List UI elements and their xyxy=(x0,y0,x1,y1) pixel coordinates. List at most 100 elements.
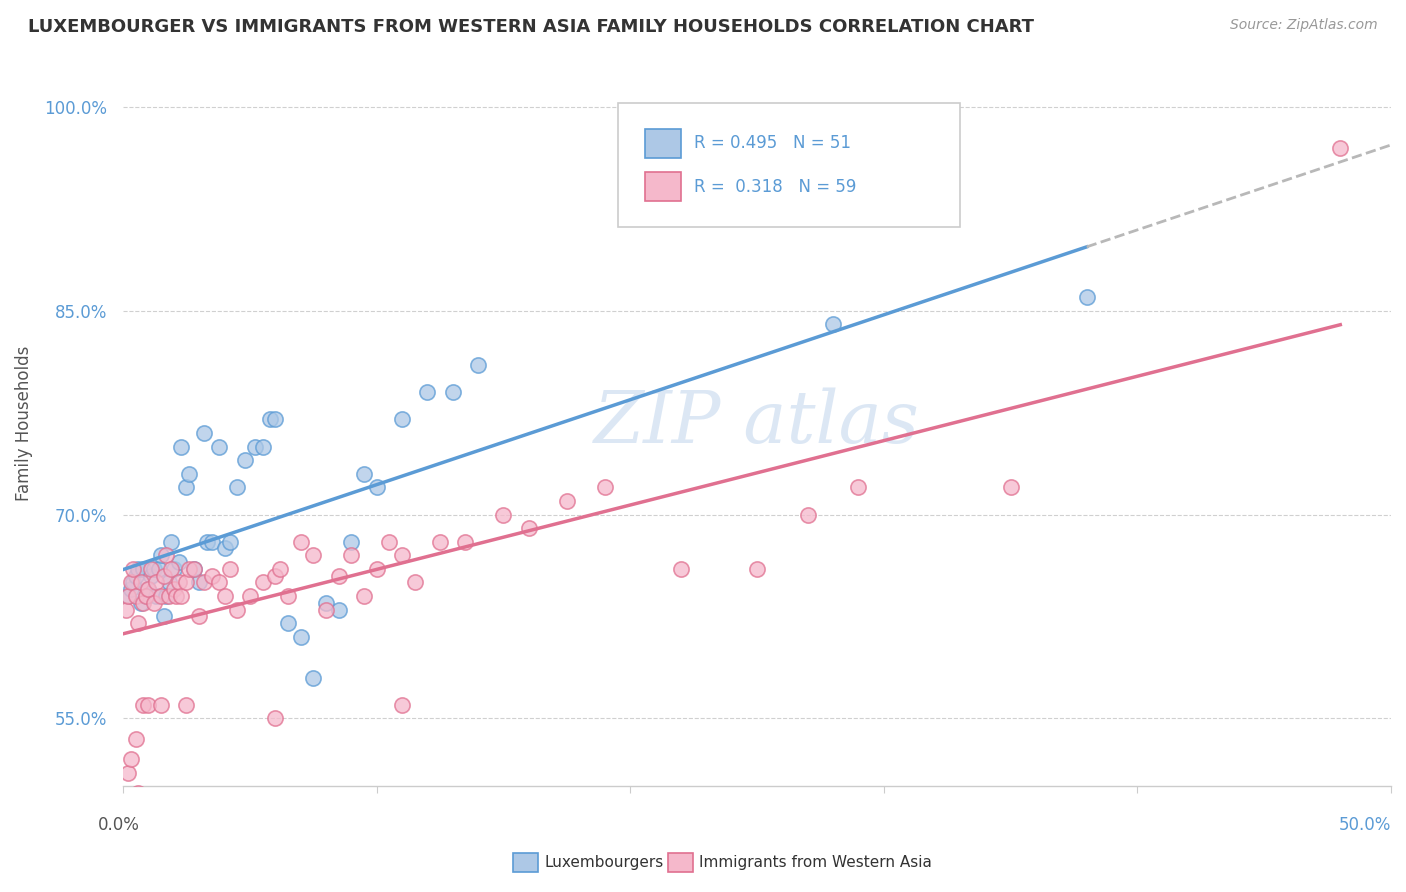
Point xyxy=(302,549,325,563)
Point xyxy=(264,412,287,426)
Point xyxy=(823,318,845,332)
Point xyxy=(195,534,218,549)
Point xyxy=(259,412,281,426)
Point xyxy=(155,589,177,603)
Point xyxy=(848,480,870,494)
Point xyxy=(163,582,186,597)
Point xyxy=(226,602,249,616)
Point xyxy=(165,589,187,603)
Point xyxy=(125,731,148,746)
Point xyxy=(218,534,240,549)
Point xyxy=(239,589,262,603)
Text: 0.0%: 0.0% xyxy=(98,816,139,834)
Point xyxy=(132,562,155,576)
Point xyxy=(183,562,205,576)
Point xyxy=(127,786,149,800)
Point xyxy=(157,575,180,590)
Point xyxy=(454,534,477,549)
Point xyxy=(129,596,152,610)
Point xyxy=(152,568,174,582)
Point xyxy=(1076,290,1098,304)
Point xyxy=(177,467,200,481)
Point xyxy=(150,589,173,603)
Point xyxy=(139,562,162,576)
Point xyxy=(177,562,200,576)
Point xyxy=(120,752,142,766)
Point xyxy=(176,480,198,494)
Point xyxy=(340,534,363,549)
Point xyxy=(183,562,205,576)
Point xyxy=(290,630,312,644)
Point xyxy=(138,698,160,712)
Point xyxy=(188,609,211,624)
Point xyxy=(315,596,337,610)
Point xyxy=(152,609,174,624)
Point xyxy=(201,568,224,582)
Point xyxy=(252,575,274,590)
Point xyxy=(467,358,489,372)
Text: Luxembourgers: Luxembourgers xyxy=(544,855,664,870)
Point xyxy=(167,555,190,569)
Point xyxy=(315,602,337,616)
Point xyxy=(127,616,149,631)
Point xyxy=(120,582,142,597)
Point xyxy=(170,440,193,454)
Point xyxy=(218,562,240,576)
Point xyxy=(391,698,413,712)
Point xyxy=(404,575,426,590)
Point xyxy=(264,568,287,582)
Point xyxy=(378,534,401,549)
Point xyxy=(122,575,145,590)
Point xyxy=(669,562,692,576)
Point xyxy=(391,412,413,426)
Point xyxy=(252,440,274,454)
Point xyxy=(328,568,350,582)
Point xyxy=(193,575,215,590)
Point xyxy=(125,568,148,582)
Point xyxy=(214,541,236,556)
Point xyxy=(138,582,160,597)
Point xyxy=(170,589,193,603)
Point xyxy=(145,589,167,603)
Point xyxy=(142,596,165,610)
Point xyxy=(160,534,183,549)
Point xyxy=(176,698,198,712)
Point xyxy=(302,671,325,685)
Point xyxy=(157,589,180,603)
Point xyxy=(150,549,173,563)
Point xyxy=(226,480,249,494)
Point xyxy=(353,467,375,481)
Text: Immigrants from Western Asia: Immigrants from Western Asia xyxy=(699,855,932,870)
Point xyxy=(429,534,451,549)
Point xyxy=(243,440,266,454)
Point xyxy=(517,521,540,535)
Point xyxy=(366,562,388,576)
Point xyxy=(122,562,145,576)
Point xyxy=(593,480,616,494)
Point xyxy=(208,440,231,454)
Point xyxy=(135,589,157,603)
Text: ZIP atlas: ZIP atlas xyxy=(595,388,920,458)
Point xyxy=(555,494,578,508)
Point xyxy=(120,575,142,590)
Point xyxy=(148,562,170,576)
Point xyxy=(127,562,149,576)
Point xyxy=(117,589,139,603)
Point xyxy=(163,562,186,576)
Text: LUXEMBOURGER VS IMMIGRANTS FROM WESTERN ASIA FAMILY HOUSEHOLDS CORRELATION CHART: LUXEMBOURGER VS IMMIGRANTS FROM WESTERN … xyxy=(28,18,1035,36)
Point xyxy=(132,596,155,610)
Point xyxy=(290,534,312,549)
Text: R = 0.495   N = 51: R = 0.495 N = 51 xyxy=(693,134,851,153)
Point xyxy=(138,582,160,597)
Point xyxy=(391,549,413,563)
Point xyxy=(142,562,165,576)
Point xyxy=(114,602,136,616)
Point xyxy=(366,480,388,494)
Point xyxy=(167,575,190,590)
Point xyxy=(188,575,211,590)
Text: R =  0.318   N = 59: R = 0.318 N = 59 xyxy=(693,178,856,195)
FancyBboxPatch shape xyxy=(617,103,960,227)
Y-axis label: Family Households: Family Households xyxy=(15,345,32,500)
Point xyxy=(117,589,139,603)
Point xyxy=(441,385,464,400)
